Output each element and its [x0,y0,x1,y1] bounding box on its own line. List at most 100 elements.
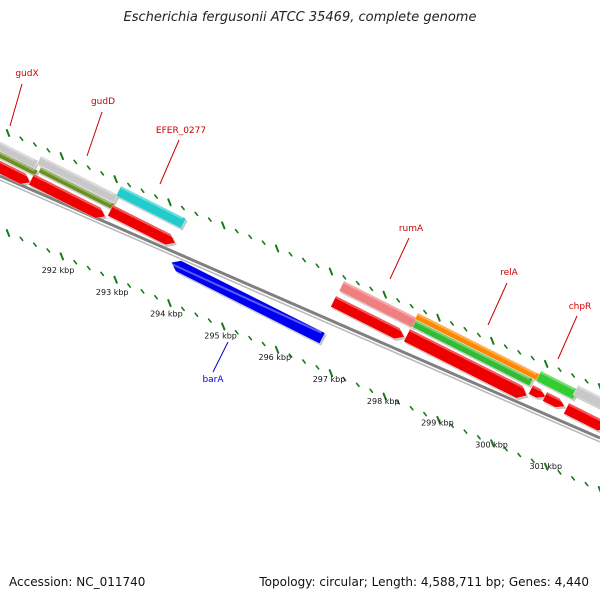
grid-dot [382,392,387,401]
grid-dot [328,369,334,378]
gene-stripe-gudX [0,151,40,178]
grid-dot [584,481,589,487]
scale-tick-label: 295 kbp [204,331,237,340]
grid-dot [288,353,293,358]
grid-dot [463,326,468,332]
gene-stripe-relA-highlight [415,320,530,380]
grid-dot [127,283,132,288]
grid-dot [409,405,414,411]
grid-dot [463,429,468,434]
grid-dot [274,244,280,253]
gene-bar-next [572,384,600,410]
grid-dot [503,344,508,349]
grid-dot [328,267,334,276]
grid-dot [543,359,549,368]
grid-dot [194,312,199,318]
grid-dot [59,252,65,261]
cds-gudX-shape [0,160,31,185]
grid-dot [221,221,226,230]
grid-dot [342,275,347,280]
grid-dot [369,286,374,292]
grid-dot [597,383,600,390]
grid-dot [46,148,51,153]
grid-dot [597,486,600,493]
grid-dot [517,350,522,355]
grid-dot [288,251,293,257]
grid-dot [557,470,562,475]
gene-bar-next-shape [572,384,600,409]
gene-label-rumA: rumA [399,224,424,234]
grid-dot [557,367,562,372]
gene-bar-EFER_0277 [115,185,188,231]
gene-label-relA: relA [500,268,519,278]
grid-dot [113,275,118,284]
scale-tick-label: 296 kbp [258,353,291,362]
grid-dot [194,211,199,217]
gene-bar-rumA-highlight [343,281,415,319]
grid-dot [396,400,401,405]
leader-rumA [389,237,410,280]
grid-dot [73,159,78,165]
grid-dot [207,217,212,222]
cds-rumA [330,295,406,341]
grid-dot [315,365,320,370]
leader-chpR [557,315,578,360]
grid-dot [221,322,226,331]
grid-dot [436,313,441,322]
grid-dot [167,198,172,207]
gc-grid-layer [5,129,600,493]
scale-tick-label: 293 kbp [96,288,129,297]
grid-dot [315,263,320,269]
grid-dot [207,318,212,323]
grid-dot [409,303,414,309]
grid-dot [180,306,185,312]
scale-tick-label: 299 kbp [421,419,454,428]
gene-bar-rumA-shape [338,280,419,329]
gene-bar-rumA [338,280,420,331]
grid-dot [423,309,428,315]
backbone-layer [0,174,600,443]
feature-layer [0,141,600,433]
genome-summary: Topology: circular; Length: 4,588,711 bp… [259,575,589,589]
cds-relA-highlight [409,329,527,390]
page-title: Escherichia fergusonii ATCC 35469, compl… [123,10,477,25]
grid-dot [571,476,576,481]
gene-bar-barA-shape [171,260,326,344]
grid-dot [490,336,495,345]
gene-label-barA: barA [202,375,224,385]
grid-dot [355,382,360,388]
gene-label-gudX: gudX [15,69,38,79]
cds-gudX [0,160,32,187]
grid-dot [476,332,481,338]
gene-bar-EFER_0277-shape [115,185,187,229]
grid-dot [127,182,132,188]
gene-bar-chpR-shape [535,370,579,400]
cds-next [563,402,600,433]
grid-dot [423,411,428,417]
grid-dot [449,423,455,429]
grid-dot [100,271,105,277]
grid-dot [503,446,508,452]
grid-dot [100,171,105,176]
label-layer: gudX gudD EFER_0277 rumA relA chpR barA [9,69,592,385]
leader-gudX [9,83,23,127]
cds-gudD [28,173,107,221]
gene-bar-gudD [36,155,120,205]
scale-tick-label: 294 kbp [150,310,183,319]
gene-stripe-relA-shape [412,319,534,387]
grid-dot [449,321,455,326]
backbone-line [0,174,600,440]
gene-bar-relA-highlight [417,313,537,375]
grid-dot [32,142,37,147]
cds-chpR-a-highlight [532,385,545,394]
grid-dot [436,415,441,424]
scale-tick-label: 301 kbp [529,462,562,471]
scale-tick-layer: 292 kbp 293 kbp 294 kbp 295 kbp 296 kbp 297 k… [42,266,562,471]
grid-dot [355,280,360,286]
gene-label-chpR: chpR [569,302,592,312]
leader-EFER_0277 [159,139,180,185]
grid-dot [5,229,11,237]
grid-dot [530,458,535,464]
cds-chpR-b-shape [542,391,566,408]
grid-dot [301,359,307,364]
